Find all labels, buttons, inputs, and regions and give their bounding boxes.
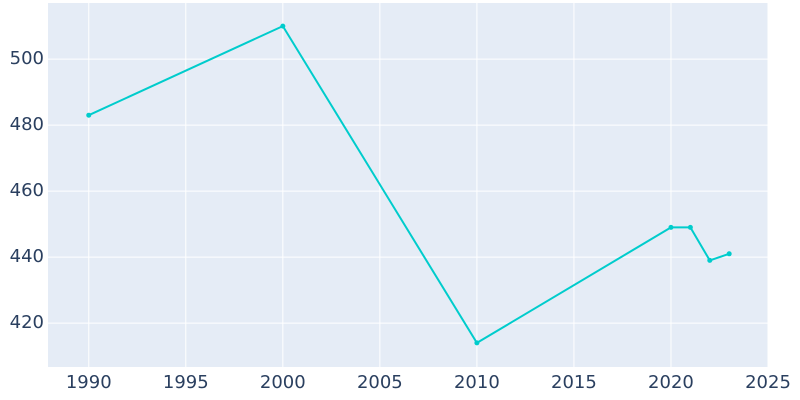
point xyxy=(474,340,480,346)
y-tick-label: 420 xyxy=(10,312,44,333)
x-tick-label: 1995 xyxy=(163,372,209,393)
x-tick-label: 2010 xyxy=(454,372,500,393)
y-tick-label: 460 xyxy=(10,180,44,201)
x-tick-label: 2020 xyxy=(648,372,694,393)
point xyxy=(687,224,693,230)
point xyxy=(86,112,92,118)
point xyxy=(707,257,713,263)
x-tick-label: 2005 xyxy=(357,372,403,393)
x-tick-label: 1990 xyxy=(66,372,112,393)
point xyxy=(668,224,674,230)
x-tick-label: 2015 xyxy=(551,372,597,393)
y-tick-label: 440 xyxy=(10,246,44,267)
x-tick-label: 2000 xyxy=(260,372,306,393)
y-tick-label: 500 xyxy=(10,48,44,69)
point xyxy=(726,251,732,257)
point xyxy=(280,23,286,29)
y-tick-label: 480 xyxy=(10,114,44,135)
x-tick-label: 2025 xyxy=(745,372,791,393)
plot-area xyxy=(48,3,768,367)
